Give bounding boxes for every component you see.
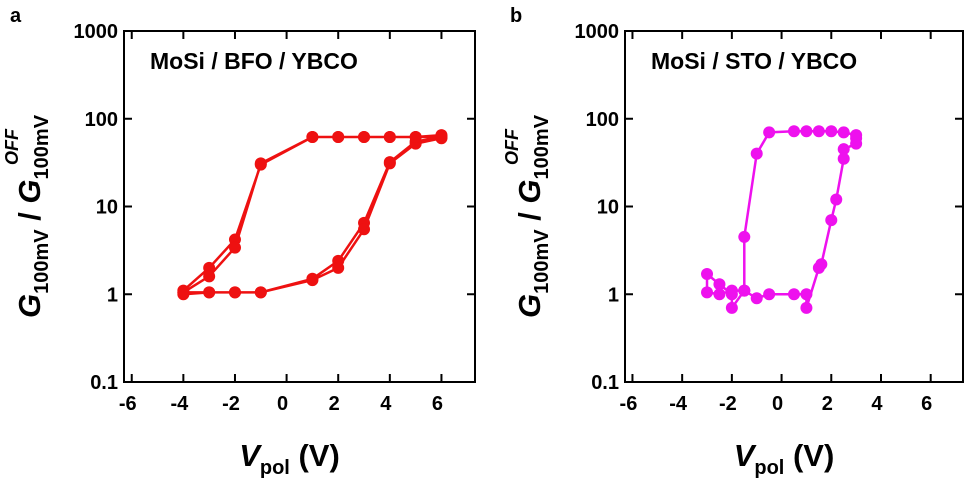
x-tick-label: 6 bbox=[921, 393, 932, 415]
y-axis-label-part: OFF bbox=[2, 128, 22, 165]
x-tick-label: -4 bbox=[669, 393, 688, 415]
y-axis-label-part: / bbox=[512, 204, 547, 230]
data-point bbox=[409, 130, 422, 143]
data-point bbox=[254, 157, 267, 170]
data-point bbox=[713, 288, 726, 301]
x-axis-label: Vpol (V) bbox=[734, 438, 835, 479]
x-tick-label: 0 bbox=[277, 393, 288, 415]
data-point bbox=[837, 126, 850, 139]
data-point bbox=[358, 130, 371, 143]
y-axis-label-part: G bbox=[512, 179, 547, 203]
plot-frame bbox=[624, 30, 964, 383]
x-axis-label-part: (V) bbox=[784, 438, 834, 473]
data-point bbox=[725, 301, 738, 314]
data-point bbox=[812, 261, 825, 274]
data-point bbox=[254, 286, 267, 299]
y-tick-label: 100 bbox=[586, 109, 619, 131]
data-point bbox=[177, 286, 190, 299]
y-axis-label-part: 100mV bbox=[531, 229, 553, 294]
x-tick-label: -4 bbox=[170, 393, 189, 415]
y-tick-label: 1 bbox=[608, 284, 619, 306]
x-tick-label: -2 bbox=[222, 393, 240, 415]
data-point bbox=[332, 261, 345, 274]
data-point bbox=[435, 129, 448, 142]
y-axis-label-part: G bbox=[512, 294, 547, 318]
data-point bbox=[750, 292, 763, 305]
data-point bbox=[738, 230, 751, 243]
data-point bbox=[701, 286, 714, 299]
y-axis-label-part: G bbox=[12, 294, 47, 318]
y-axis-label-part: OFF bbox=[502, 128, 522, 165]
data-point bbox=[306, 130, 319, 143]
x-tick-label: -2 bbox=[719, 393, 737, 415]
data-point bbox=[358, 223, 371, 236]
y-axis-label-part: / bbox=[12, 204, 47, 230]
y-axis-label-part: G bbox=[12, 179, 47, 203]
x-tick-label: 0 bbox=[772, 393, 783, 415]
y-tick-label: 0.1 bbox=[591, 372, 619, 394]
data-point bbox=[837, 143, 850, 156]
plot-frame bbox=[123, 30, 476, 383]
data-point bbox=[383, 157, 396, 170]
x-axis-label-part: pol bbox=[754, 457, 784, 479]
y-tick-label: 1 bbox=[107, 284, 118, 306]
data-point bbox=[830, 193, 843, 206]
panel-label: a bbox=[10, 5, 22, 27]
x-tick-label: 2 bbox=[822, 393, 833, 415]
y-axis-label-part: 100mV bbox=[531, 114, 553, 179]
x-tick-label: 4 bbox=[380, 393, 392, 415]
data-point bbox=[763, 288, 776, 301]
data-point bbox=[306, 274, 319, 287]
y-axis-label: G100mV / G100mVOFF bbox=[2, 114, 53, 318]
data-point bbox=[383, 130, 396, 143]
data-point bbox=[800, 288, 813, 301]
x-tick-label: -6 bbox=[620, 393, 638, 415]
data-point bbox=[713, 278, 726, 291]
panel-title: MoSi / STO / YBCO bbox=[651, 48, 857, 74]
y-tick-label: 0.1 bbox=[90, 372, 118, 394]
x-axis-label-part: V bbox=[734, 438, 757, 473]
data-point bbox=[800, 301, 813, 314]
y-axis-label: G100mV / G100mVOFF bbox=[502, 114, 553, 318]
y-tick-label: 1000 bbox=[575, 21, 620, 43]
x-tick-label: 2 bbox=[329, 393, 340, 415]
x-tick-label: -6 bbox=[119, 393, 137, 415]
panel-label: b bbox=[510, 5, 522, 27]
data-point bbox=[825, 125, 838, 138]
data-point bbox=[228, 241, 241, 254]
data-point bbox=[228, 286, 241, 299]
data-point bbox=[800, 125, 813, 138]
y-tick-label: 1000 bbox=[74, 21, 119, 43]
y-tick-label: 100 bbox=[85, 109, 118, 131]
y-axis-label-part: 100mV bbox=[31, 229, 53, 294]
x-tick-label: 4 bbox=[871, 393, 883, 415]
data-point bbox=[837, 152, 850, 165]
x-tick-label: 6 bbox=[432, 393, 443, 415]
data-point bbox=[701, 268, 714, 281]
data-point bbox=[812, 125, 825, 138]
panel-title: MoSi / BFO / YBCO bbox=[150, 48, 358, 74]
x-axis-label-part: V bbox=[239, 438, 262, 473]
data-point bbox=[750, 147, 763, 160]
x-axis-label-part: pol bbox=[260, 457, 290, 479]
data-point bbox=[725, 284, 738, 297]
y-tick-label: 10 bbox=[96, 197, 118, 219]
y-tick-label: 10 bbox=[597, 197, 619, 219]
data-point bbox=[850, 137, 863, 150]
data-point bbox=[788, 288, 800, 301]
data-point bbox=[203, 270, 216, 283]
data-line bbox=[178, 133, 443, 296]
data-point bbox=[203, 261, 216, 274]
data-point bbox=[788, 125, 800, 138]
data-point bbox=[850, 129, 863, 142]
x-axis-label-part: (V) bbox=[290, 438, 340, 473]
x-axis-label: Vpol (V) bbox=[239, 438, 340, 479]
data-point bbox=[763, 126, 776, 139]
data-point bbox=[203, 286, 216, 299]
data-point bbox=[738, 284, 751, 297]
data-point bbox=[825, 214, 838, 227]
data-point bbox=[332, 130, 345, 143]
y-axis-label-part: 100mV bbox=[31, 114, 53, 179]
